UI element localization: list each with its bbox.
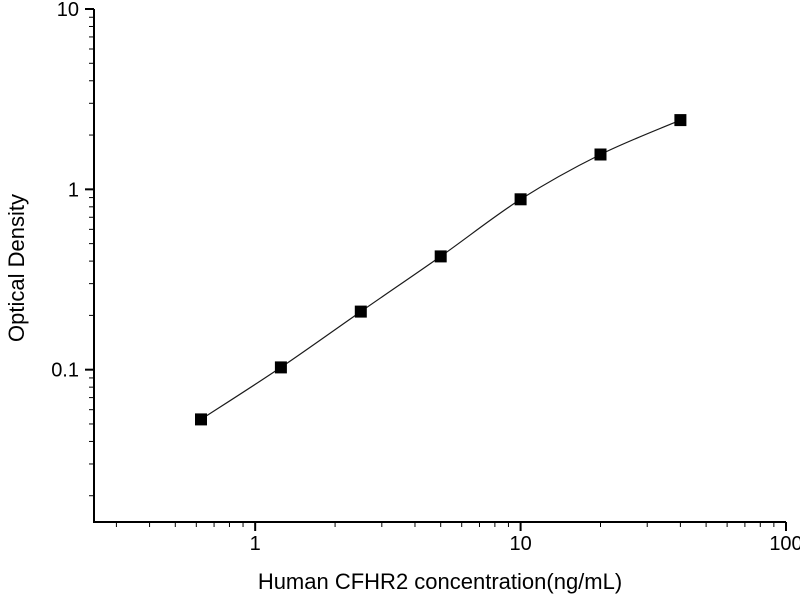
y-tick-label: 1 bbox=[68, 179, 79, 201]
data-point-marker bbox=[514, 193, 527, 206]
y-tick-label: 0.1 bbox=[51, 360, 79, 382]
data-point-marker bbox=[674, 114, 687, 127]
x-tick-label: 100 bbox=[769, 533, 800, 555]
x-tick-label: 1 bbox=[250, 533, 261, 555]
x-tick-label: 10 bbox=[509, 533, 531, 555]
data-point-marker bbox=[195, 413, 207, 426]
y-tick-label: 10 bbox=[57, 0, 79, 21]
x-axis-title: Human CFHR2 concentration(ng/mL) bbox=[257, 569, 623, 594]
data-point-marker bbox=[354, 305, 367, 318]
y-axis-title: Optical Density bbox=[4, 194, 29, 342]
fit-curve bbox=[200, 119, 681, 420]
data-point-marker bbox=[594, 148, 607, 161]
data-point-marker bbox=[434, 250, 447, 263]
data-point-marker bbox=[274, 361, 287, 374]
